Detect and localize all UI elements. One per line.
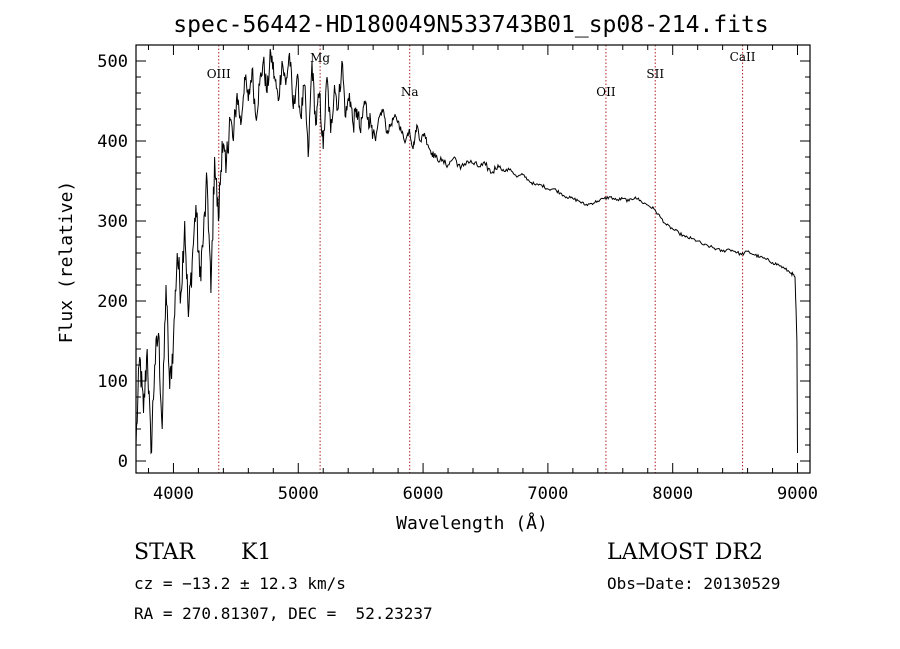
x-tick-label: 9000 (777, 484, 818, 504)
redshift-cz: cz = −13.2 ± 12.3 km/s (134, 574, 346, 593)
object-subclass: K1 (241, 540, 272, 565)
x-tick-label: 5000 (278, 484, 319, 504)
y-tick-label: 500 (97, 52, 128, 72)
tick-layer: 4000 5000 6000 7000 8000 9000 0 100 200 300 400 500 (97, 45, 818, 504)
y-tick-label: 300 (97, 212, 128, 232)
x-tick-label: 7000 (527, 484, 568, 504)
spectrum-line-0 (135, 48, 798, 455)
y-axis-label: Flux (relative) (56, 181, 77, 344)
y-tick-label: 200 (97, 292, 128, 312)
annotation-label-oii: OII (596, 85, 616, 99)
y-tick-label: 0 (118, 452, 128, 472)
x-axis-label: Wavelength (Å) (396, 512, 548, 534)
annotation-label-mg: Mg (310, 51, 330, 65)
y-tick-label: 100 (97, 372, 128, 392)
coordinates: RA = 270.81307, DEC = 52.23237 (134, 604, 433, 623)
annotation-label-caii: CaII (730, 50, 756, 64)
survey-name: LAMOST DR2 (607, 540, 763, 565)
annotation-layer: OIII Mg Na OII SII CaII (207, 45, 756, 473)
plot-frame (135, 44, 811, 474)
annotation-label-na: Na (401, 85, 419, 99)
annotation-label-sii: SII (646, 67, 664, 81)
y-tick-label: 400 (97, 132, 128, 152)
observation-date: Obs−Date: 20130529 (607, 574, 781, 593)
x-tick-label: 8000 (652, 484, 693, 504)
series-layer (135, 48, 798, 455)
object-class: STAR (134, 540, 195, 565)
x-tick-label: 4000 (153, 484, 194, 504)
annotation-label-oiii: OIII (207, 67, 231, 81)
x-tick-label: 6000 (403, 484, 444, 504)
chart-title: spec-56442-HD180049N533743B01_sp08-214.f… (173, 12, 768, 38)
